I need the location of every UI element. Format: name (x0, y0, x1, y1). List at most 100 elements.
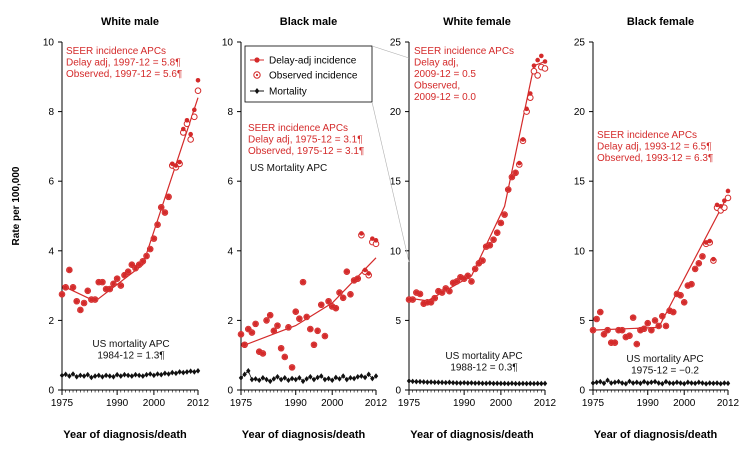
observed-point (724, 194, 732, 202)
delay-adj-point (118, 283, 124, 288)
y-tick-label: 4 (227, 246, 233, 257)
delay-adj-point (129, 262, 135, 268)
x-tick-label: 1975 (582, 398, 605, 409)
mortality-point (696, 379, 702, 386)
delay-adj-point (502, 212, 507, 217)
mortality-point (74, 373, 79, 380)
mortality-point (275, 373, 280, 380)
mortality-point (311, 376, 317, 383)
delay-adj-point (297, 316, 302, 321)
x-tick-label: 1990 (285, 398, 308, 409)
mortality-point (184, 369, 190, 375)
delay-adj-point (373, 238, 379, 243)
mortality-point (181, 369, 186, 376)
y-tick-label: 20 (574, 107, 586, 118)
mortality-point (348, 375, 353, 381)
mortality-point (520, 380, 526, 387)
delay-adj-point (641, 326, 647, 332)
mortality-point (362, 374, 368, 381)
mortality-point (495, 380, 500, 387)
delay-adj-point (264, 318, 269, 323)
y-tick-label: 5 (395, 316, 401, 327)
mortality-point (480, 380, 485, 387)
mortality-point (278, 376, 284, 383)
y-tick-label: 6 (48, 177, 54, 188)
delay-adj-point (627, 333, 632, 339)
delay-adj-point (487, 242, 493, 248)
mortality-point (436, 379, 441, 386)
observed-point (530, 67, 538, 75)
delay-adj-point (634, 341, 640, 347)
delay-adj-point (81, 300, 87, 306)
mortality-point (238, 375, 244, 381)
y-tick-label: 10 (574, 246, 586, 257)
delay-adj-point (645, 320, 651, 326)
mortality-point (627, 378, 632, 385)
mortality-point (722, 380, 727, 386)
delay-adj-point (638, 327, 643, 333)
mortality-point (85, 371, 90, 378)
mortality-point (122, 371, 127, 378)
apc-annotation-line: 2009-12 = 0.5 (414, 69, 476, 80)
mortality-point (476, 380, 482, 386)
y-tick-label: 0 (579, 386, 585, 397)
apc-annotation-line: Delay adj, 1993-12 = 6.5¶ (597, 142, 712, 153)
delay-adj-point (520, 137, 526, 142)
delay-adj-point (173, 163, 179, 168)
delay-adj-point (333, 305, 339, 311)
mortality-point (304, 376, 309, 382)
y-tick-label: 15 (574, 177, 586, 188)
apc-annotation-line: 1975-12 = −0.2 (631, 366, 699, 377)
mortality-point (337, 376, 342, 382)
delay-adj-point (169, 161, 175, 167)
delay-adj-point (700, 254, 705, 259)
x-tick-label: 2000 (490, 398, 513, 409)
mortality-point (454, 380, 459, 386)
panel-title: White female (443, 16, 511, 28)
delay-adj-point (649, 327, 654, 333)
mortality-point (674, 379, 680, 386)
x-axis-label: Year of diagnosis/death (410, 429, 534, 441)
mortality-point (725, 380, 731, 387)
delay-adj-point (249, 330, 255, 335)
delay-adj-point (678, 293, 683, 298)
delay-adj-point (180, 126, 186, 132)
panel-3: White female 0 5 10 15 20 25 1975 1990 2000 2012 Ye… (390, 16, 557, 441)
delay-adj-point (238, 332, 244, 337)
y-tick-label: 4 (48, 246, 54, 257)
mortality-point (366, 371, 371, 378)
delay-adj-point (542, 59, 548, 64)
mortality-point (242, 371, 247, 378)
legend-label: Observed incidence (269, 71, 358, 82)
delay-adj-point (340, 295, 346, 301)
delay-adj-point (483, 244, 489, 249)
apc-annotation-line: 2009-12 = 0.0 (414, 92, 476, 103)
mortality-point (177, 369, 182, 375)
delay-adj-point (260, 351, 266, 356)
y-tick-label: 25 (390, 38, 402, 49)
legend-label: Delay-adj incidence (269, 56, 357, 67)
delay-adj-point (406, 297, 412, 302)
y-tick-label: 8 (227, 107, 233, 118)
delay-adj-point (652, 318, 658, 323)
mortality-point (70, 371, 76, 377)
delay-adj-point (275, 323, 280, 328)
delay-adj-point (67, 267, 72, 273)
observed-point (194, 87, 202, 95)
mortality-point (246, 368, 251, 374)
delay-adj-point (111, 281, 116, 287)
delay-adj-point (322, 333, 328, 339)
delay-adj-point (491, 237, 496, 242)
x-tick-label: 2012 (534, 398, 557, 409)
delay-adj-point (184, 118, 190, 123)
delay-adj-point (531, 63, 537, 68)
mortality-point (344, 376, 350, 383)
delay-adj-point (417, 291, 423, 297)
delay-adj-point (696, 261, 702, 266)
mortality-point (107, 373, 112, 379)
delay-adj-point (663, 323, 669, 329)
mortality-point (678, 380, 683, 386)
legend-marker-open-dot (255, 73, 259, 77)
delay-adj-point (114, 276, 120, 281)
y-tick-label: 2 (227, 316, 233, 327)
